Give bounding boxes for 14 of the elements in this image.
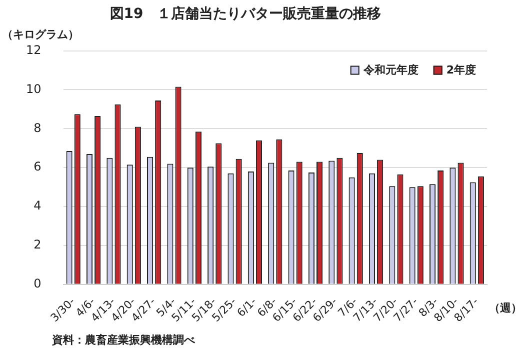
legend-label: 2年度	[446, 64, 476, 77]
y-tick-label: 10	[26, 82, 42, 96]
text: 資料：農畜産業振興機構調べ	[51, 333, 196, 346]
y-tick-label: 4	[34, 198, 42, 213]
y-tick-label: 8	[34, 120, 42, 135]
y-tick-label: 6	[34, 160, 42, 174]
legend-label: 令和元年度	[362, 64, 418, 77]
x-tick-label: 6/1-	[234, 295, 260, 320]
y-axis-title: （キログラム）	[2, 28, 79, 42]
x-axis-title: （週）	[489, 301, 522, 314]
y-tick-label: 0	[34, 276, 42, 291]
chart-title: 図19 １店舗当たりバター販売重量の推移	[110, 5, 382, 22]
y-tick-label: 2	[34, 238, 42, 252]
y-tick-label: 12	[26, 42, 42, 57]
